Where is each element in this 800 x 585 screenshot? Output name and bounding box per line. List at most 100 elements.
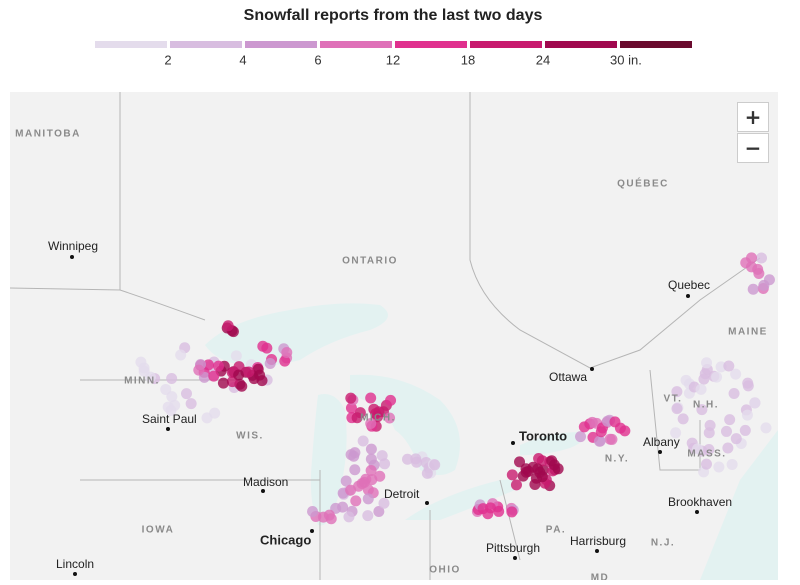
snow-dot xyxy=(606,433,618,445)
snow-dot xyxy=(595,426,607,438)
legend-swatch xyxy=(320,41,392,48)
snow-dot xyxy=(233,361,245,373)
snow-dot xyxy=(264,358,276,370)
snow-dot xyxy=(671,386,683,398)
city-label: Harrisburg xyxy=(570,534,626,548)
snow-dot xyxy=(373,505,385,517)
legend-label: 18 xyxy=(461,52,475,67)
snow-dot xyxy=(756,252,768,264)
snow-dot xyxy=(279,355,291,367)
snow-dot xyxy=(552,463,564,475)
snow-dot xyxy=(484,502,496,514)
region-label: ONTARIO xyxy=(342,256,398,267)
snow-dot xyxy=(723,360,735,372)
snow-dot xyxy=(376,450,388,462)
snow-dot xyxy=(169,399,181,411)
snow-dot xyxy=(546,455,558,467)
snow-dot xyxy=(742,377,754,389)
lake-ontario xyxy=(520,432,584,456)
zoom-in-button[interactable]: + xyxy=(737,102,769,132)
snow-dot xyxy=(696,404,708,416)
city-dot xyxy=(686,294,690,298)
snow-dot xyxy=(365,453,377,465)
city-dot xyxy=(658,450,662,454)
city-dot xyxy=(70,255,74,259)
city-label: Saint Paul xyxy=(142,412,197,426)
legend-label: 2 xyxy=(164,52,171,67)
snow-dot xyxy=(175,349,187,361)
snow-dot xyxy=(753,267,765,279)
snow-dot xyxy=(257,340,269,352)
snow-reports xyxy=(135,252,775,525)
city-dot xyxy=(513,556,517,560)
legend-swatch xyxy=(620,41,692,48)
snow-dot xyxy=(747,283,759,295)
snow-dot xyxy=(698,373,710,385)
zoom-out-button[interactable]: − xyxy=(737,133,769,163)
snow-dot xyxy=(350,495,362,507)
snow-dot xyxy=(411,456,423,468)
snow-dot xyxy=(609,416,621,428)
snow-dot xyxy=(429,459,441,471)
city-label: Chicago xyxy=(260,532,311,547)
snow-dot xyxy=(243,366,255,378)
snow-dot xyxy=(222,320,234,332)
city-dot xyxy=(590,367,594,371)
legend-label: 6 xyxy=(314,52,321,67)
snow-dot xyxy=(254,369,266,381)
snow-dot xyxy=(349,464,361,476)
city-dot xyxy=(595,549,599,553)
snow-dot xyxy=(724,414,736,426)
snow-dot xyxy=(166,391,178,403)
snow-dot xyxy=(345,484,357,496)
region-label: OHIO xyxy=(429,565,461,576)
region-label: VT. xyxy=(664,394,683,405)
city-label: Pittsburgh xyxy=(486,541,540,555)
city-dot xyxy=(261,489,265,493)
snow-dot xyxy=(166,372,178,384)
snow-dot xyxy=(180,388,192,400)
snow-dot xyxy=(594,435,606,447)
legend-label: 30 in. xyxy=(610,52,642,67)
city-label: Ottawa xyxy=(549,370,587,384)
city-dot xyxy=(310,529,314,533)
snow-dot xyxy=(670,427,682,439)
snow-dot xyxy=(746,252,758,264)
snow-dot xyxy=(365,465,377,477)
snow-dot xyxy=(741,409,753,421)
region-label: MICH. xyxy=(360,413,396,424)
snow-dot xyxy=(217,377,229,389)
snow-dot xyxy=(713,461,725,473)
region-label: WIS. xyxy=(236,431,264,442)
legend-swatch xyxy=(95,41,167,48)
snow-dot xyxy=(365,392,377,404)
region-label: N.J. xyxy=(651,538,675,549)
snow-dot xyxy=(357,435,369,447)
snow-dot xyxy=(213,360,225,372)
snow-dot xyxy=(362,510,374,522)
map xyxy=(9,92,778,580)
snow-dot xyxy=(575,431,587,443)
snow-dot xyxy=(208,370,220,382)
snow-dot xyxy=(281,347,293,359)
snow-dot xyxy=(160,383,172,395)
snow-dot xyxy=(323,509,335,521)
snow-dot xyxy=(671,403,683,415)
city-label: Albany xyxy=(643,435,680,449)
snow-dot xyxy=(700,458,712,470)
region-label: MINN. xyxy=(124,376,160,387)
borders xyxy=(9,92,761,580)
legend-label: 4 xyxy=(239,52,246,67)
snow-dot xyxy=(493,505,505,517)
snow-dot xyxy=(730,368,742,380)
snow-dot xyxy=(536,471,548,483)
snow-dot xyxy=(351,412,363,424)
city-label: Winnipeg xyxy=(48,239,98,253)
snow-dot xyxy=(372,411,384,423)
snow-dot xyxy=(378,497,390,509)
region-label: MD xyxy=(591,573,610,580)
region-label: MANITOBA xyxy=(15,129,81,140)
snow-dot xyxy=(749,397,761,409)
